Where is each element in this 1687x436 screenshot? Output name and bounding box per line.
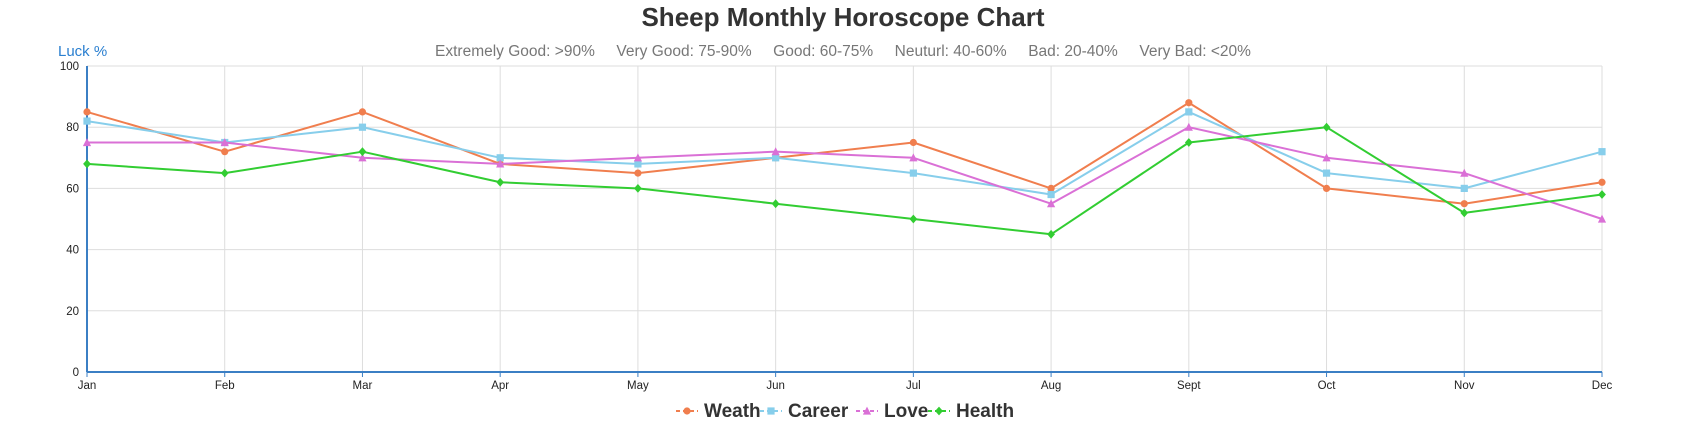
x-tick-label: Jun: [766, 380, 785, 392]
chart-subtitle: Extremely Good: >90% Very Good: 75-90% G…: [435, 43, 1251, 60]
data-point-health[interactable]: [1460, 208, 1469, 218]
legend-item-weath[interactable]: Weath: [676, 401, 761, 422]
data-point-health[interactable]: [909, 214, 918, 224]
x-tick-label: Nov: [1454, 380, 1475, 392]
data-point-weath[interactable]: [634, 169, 642, 177]
data-point-weath[interactable]: [909, 138, 917, 147]
data-point-weath[interactable]: [358, 108, 367, 116]
legend-item-love[interactable]: Love: [856, 401, 928, 422]
data-point-health[interactable]: [83, 159, 91, 169]
series-career: [83, 108, 1606, 199]
grid: [87, 65, 1603, 372]
y-tick-label: 100: [60, 61, 79, 73]
data-point-weath[interactable]: [1047, 184, 1055, 192]
data-point-health[interactable]: [1598, 190, 1606, 199]
x-tick-label: Aug: [1041, 380, 1061, 392]
axes: [86, 66, 1603, 377]
data-point-career[interactable]: [909, 169, 917, 177]
data-point-career[interactable]: [1598, 148, 1606, 156]
data-point-love[interactable]: [909, 153, 918, 162]
y-tick-label: 40: [66, 245, 79, 257]
series-line-health: [86, 126, 1603, 236]
x-tick-label: Dec: [1592, 380, 1613, 392]
x-tick-label: Jul: [906, 380, 921, 392]
x-tick-label: Oct: [1318, 380, 1337, 392]
series-line-career: [86, 110, 1603, 196]
data-point-weath[interactable]: [1598, 178, 1606, 186]
data-point-health[interactable]: [496, 177, 505, 187]
x-tick-label: Mar: [353, 380, 373, 392]
legend-marker[interactable]: [683, 407, 691, 415]
y-tick-label: 20: [66, 306, 79, 318]
legend-label: Love: [884, 401, 928, 422]
x-tick-label: Sept: [1177, 380, 1201, 392]
legend-marker[interactable]: [862, 406, 872, 415]
data-point-career[interactable]: [634, 160, 642, 168]
data-point-health[interactable]: [358, 147, 367, 157]
series-line-weath: [86, 101, 1603, 205]
data-point-career[interactable]: [772, 154, 780, 162]
y-tick-label: 0: [73, 367, 79, 379]
data-point-love[interactable]: [82, 138, 92, 147]
data-point-career[interactable]: [1047, 190, 1055, 199]
legend[interactable]: Weath Career Love Health: [676, 401, 1014, 422]
x-tick-label: Feb: [215, 380, 235, 392]
series-health: [83, 122, 1606, 239]
legend-marker[interactable]: [935, 406, 943, 416]
x-tick-label: Apr: [491, 380, 509, 392]
series-line-love: [87, 126, 1603, 220]
data-point-love[interactable]: [220, 138, 229, 147]
legend-item-career[interactable]: Career: [760, 401, 849, 422]
data-point-weath[interactable]: [221, 148, 229, 156]
data-point-career[interactable]: [1185, 108, 1193, 116]
data-point-career[interactable]: [83, 117, 91, 125]
data-point-love[interactable]: [633, 153, 643, 162]
y-tick-label: 60: [66, 183, 79, 195]
data-point-career[interactable]: [1460, 184, 1468, 192]
data-point-health[interactable]: [220, 168, 229, 178]
data-point-love[interactable]: [496, 159, 505, 168]
data-point-career[interactable]: [496, 154, 504, 162]
data-point-weath[interactable]: [83, 108, 91, 116]
series-weath: [83, 99, 1606, 208]
legend-item-health[interactable]: Health: [928, 401, 1014, 422]
data-point-love[interactable]: [1046, 199, 1056, 208]
data-point-love[interactable]: [1460, 168, 1469, 177]
data-point-love[interactable]: [1322, 153, 1331, 162]
data-point-health[interactable]: [771, 199, 780, 209]
data-point-love[interactable]: [1597, 214, 1607, 223]
y-axis-label: Luck %: [58, 43, 107, 60]
data-point-health[interactable]: [1184, 138, 1193, 147]
data-point-weath[interactable]: [1185, 99, 1193, 107]
data-point-career[interactable]: [358, 123, 367, 131]
data-point-love[interactable]: [1184, 122, 1193, 131]
legend-marker[interactable]: [767, 407, 775, 415]
legend-label: Career: [788, 401, 849, 422]
data-point-weath[interactable]: [1322, 184, 1331, 192]
data-point-career[interactable]: [1322, 169, 1331, 177]
x-tick-label: May: [627, 380, 649, 392]
y-tick-label: 80: [66, 122, 79, 134]
data-point-weath[interactable]: [1460, 200, 1468, 208]
data-point-health[interactable]: [1322, 122, 1331, 132]
data-point-health[interactable]: [634, 184, 642, 193]
legend-label: Health: [956, 401, 1014, 422]
legend-label: Weath: [704, 401, 761, 422]
tick-labels: 0 20 40 60 80 100 Jan Feb Mar Apr May Jun Jul Aug Sept…: [60, 61, 1613, 392]
data-point-health[interactable]: [1047, 229, 1055, 239]
chart-title: Sheep Monthly Horoscope Chart: [641, 2, 1044, 32]
series-lines: [82, 99, 1607, 239]
x-tick-label: Jan: [78, 380, 97, 392]
series-love: [82, 122, 1607, 223]
data-point-love[interactable]: [358, 153, 367, 162]
data-point-love[interactable]: [771, 147, 780, 156]
